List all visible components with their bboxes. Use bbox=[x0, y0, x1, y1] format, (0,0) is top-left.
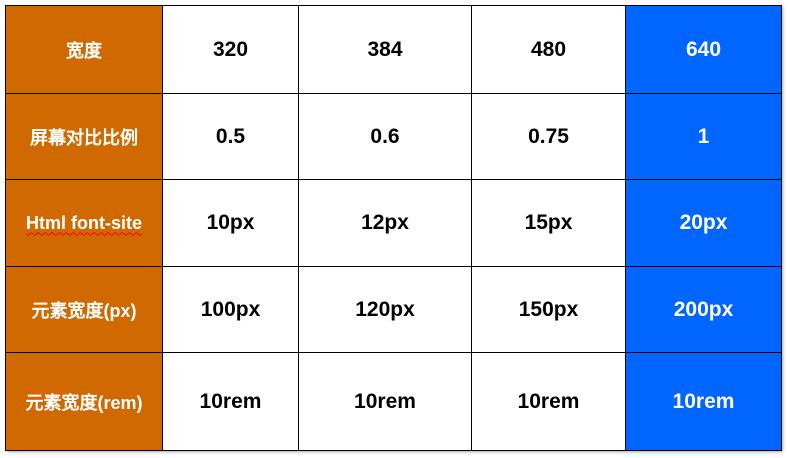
table-cell-highlight: 20px bbox=[625, 179, 782, 267]
table-cell: 10rem bbox=[471, 352, 626, 451]
row-header: 元素宽度(px) bbox=[5, 266, 163, 353]
table-cell: 480 bbox=[471, 5, 626, 94]
table-cell: 384 bbox=[298, 5, 472, 94]
table-row: 宽度 320 384 480 640 bbox=[5, 5, 782, 94]
table-cell-highlight: 1 bbox=[625, 93, 782, 180]
table-cell: 0.6 bbox=[298, 93, 472, 180]
table-cell: 320 bbox=[162, 5, 299, 94]
table-cell: 0.75 bbox=[471, 93, 626, 180]
row-header: 元素宽度(rem) bbox=[5, 352, 163, 451]
table-cell-highlight: 640 bbox=[625, 5, 782, 94]
row-header: 屏幕对比比例 bbox=[5, 93, 163, 180]
table-cell: 0.5 bbox=[162, 93, 299, 180]
table-cell: 15px bbox=[471, 179, 626, 267]
row-header: 宽度 bbox=[5, 5, 163, 94]
table-cell-highlight: 200px bbox=[625, 266, 782, 353]
table-cell: 12px bbox=[298, 179, 472, 267]
table-cell: 10px bbox=[162, 179, 299, 267]
table-cell: 10rem bbox=[162, 352, 299, 451]
row-header-text: Html font-site bbox=[26, 212, 142, 233]
comparison-table-frame: 宽度 320 384 480 640 屏幕对比比例 0.5 0.6 0.75 1… bbox=[5, 5, 782, 451]
table-cell: 120px bbox=[298, 266, 472, 353]
table-row: 元素宽度(px) 100px 120px 150px 200px bbox=[5, 266, 782, 353]
table-cell: 100px bbox=[162, 266, 299, 353]
row-header: Html font-site bbox=[5, 179, 163, 267]
comparison-table: 宽度 320 384 480 640 屏幕对比比例 0.5 0.6 0.75 1… bbox=[5, 5, 782, 451]
table-row: Html font-site 10px 12px 15px 20px bbox=[5, 179, 782, 267]
table-row: 屏幕对比比例 0.5 0.6 0.75 1 bbox=[5, 93, 782, 180]
table-cell-highlight: 10rem bbox=[625, 352, 782, 451]
table-cell: 10rem bbox=[298, 352, 472, 451]
table-cell: 150px bbox=[471, 266, 626, 353]
table-row: 元素宽度(rem) 10rem 10rem 10rem 10rem bbox=[5, 352, 782, 451]
